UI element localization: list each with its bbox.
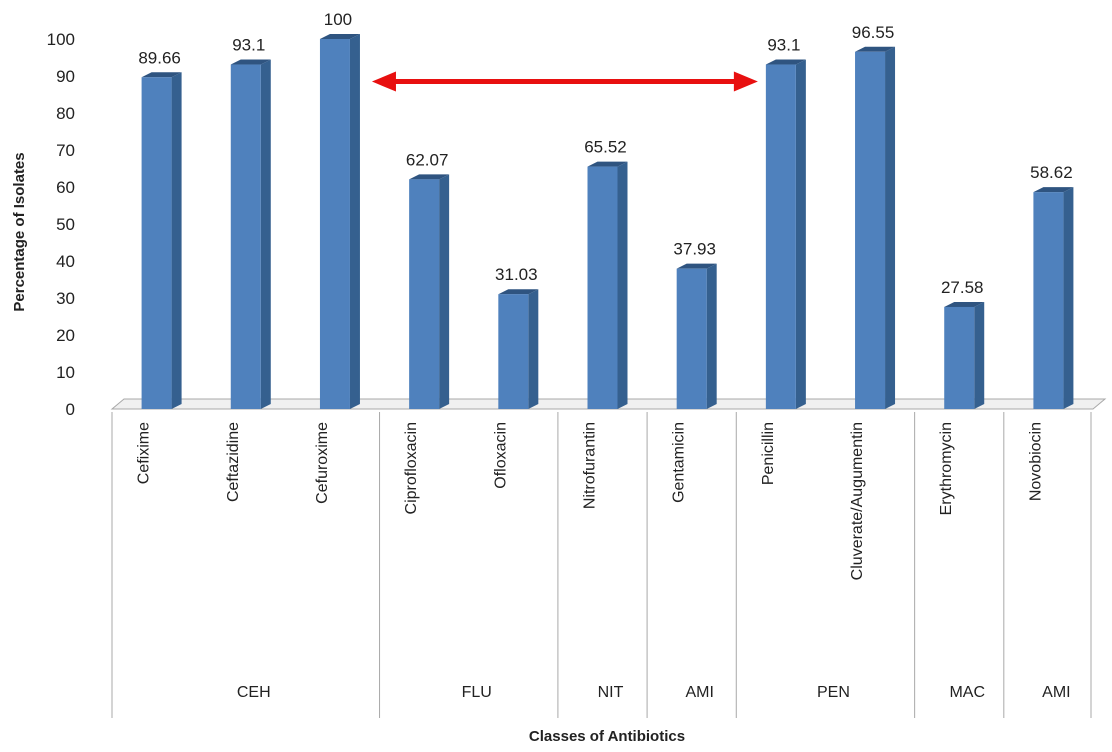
bar (409, 179, 440, 409)
category-label: Ceftazidine (225, 422, 242, 502)
bar (141, 77, 172, 410)
y-tick-label: 90 (56, 67, 75, 86)
bar (765, 64, 796, 409)
class-label: CEH (237, 684, 271, 701)
category-label: Ofloxacin (492, 422, 509, 489)
class-label: FLU (462, 684, 492, 701)
bar-side (706, 263, 717, 409)
bar (319, 39, 350, 409)
y-tick-label: 30 (56, 289, 75, 308)
class-label: AMI (685, 684, 713, 701)
data-label: 37.93 (673, 240, 716, 259)
class-label: NIT (598, 684, 624, 701)
bar-side (349, 34, 360, 409)
bar-top (319, 34, 360, 39)
bars (141, 34, 1074, 410)
bar-side (1063, 187, 1074, 409)
class-label: PEN (817, 684, 850, 701)
data-label: 93.1 (767, 36, 800, 55)
bar-top (230, 59, 271, 65)
bar-top (855, 46, 896, 52)
bar-top (1033, 187, 1074, 193)
bar-top (765, 59, 806, 65)
bar-side (171, 72, 182, 410)
y-tick-label: 0 (66, 400, 75, 419)
category-label: Erythromycin (938, 422, 955, 515)
bar-side (974, 301, 985, 409)
bar-top (498, 289, 539, 295)
bar-side (885, 46, 896, 409)
data-label: 89.66 (138, 48, 181, 67)
arrow-head-left (371, 71, 396, 92)
bar (944, 306, 975, 409)
data-label: 27.58 (941, 278, 984, 297)
class-label: AMI (1042, 684, 1070, 701)
category-label: Penicillin (760, 422, 777, 485)
y-tick-label: 20 (56, 326, 75, 345)
bar-top (944, 301, 985, 307)
category-label: Ciprofloxacin (403, 422, 420, 514)
bar-top (676, 263, 717, 269)
bar-side (617, 161, 628, 409)
y-tick-labels: 0 10 20 30 40 50 60 70 80 90 100 (47, 30, 75, 419)
bar-side (439, 174, 450, 409)
bar-top (409, 174, 450, 180)
bar (855, 51, 886, 409)
arrow-head-right (733, 71, 758, 92)
category-label: Nitrofurantin (582, 422, 599, 509)
y-tick-label: 10 (56, 363, 75, 382)
bar-side (260, 59, 271, 409)
bar-side (795, 59, 806, 409)
data-label: 65.52 (584, 138, 627, 157)
y-tick-label: 80 (56, 104, 75, 123)
y-axis-title: Percentage of Isolates (11, 152, 28, 311)
bar (1033, 192, 1064, 409)
bar-top (141, 72, 182, 78)
y-tick-label: 100 (47, 30, 75, 49)
data-labels: 89.66 93.1 100 62.07 31.03 65.52 37.93 93.1 96.5… (138, 10, 1072, 297)
bar (498, 294, 529, 409)
data-label: 93.1 (232, 36, 265, 55)
category-label: Cefixime (136, 422, 153, 484)
y-tick-label: 60 (56, 178, 75, 197)
data-label: 62.07 (406, 150, 449, 169)
data-label: 100 (324, 10, 352, 29)
bar (230, 64, 261, 409)
category-label: Gentamicin (671, 422, 688, 503)
x-axis-title: Classes of Antibiotics (529, 728, 685, 745)
category-label: Cefuroxime (314, 422, 331, 504)
data-label: 31.03 (495, 265, 538, 284)
category-label: Novobiocin (1027, 422, 1044, 501)
y-tick-label: 50 (56, 215, 75, 234)
bar (587, 166, 618, 409)
annotation-arrow (371, 71, 758, 92)
x-category-table: CEH FLU NIT AMI PEN MAC AMI Cefixime Ceftazidine… (111, 412, 1092, 718)
category-label: Cluverate/Augumentin (849, 422, 866, 580)
bar (676, 268, 707, 409)
class-label: MAC (949, 684, 985, 701)
data-label: 96.55 (852, 23, 895, 42)
y-tick-label: 70 (56, 141, 75, 160)
y-tick-label: 40 (56, 252, 75, 271)
data-label: 58.62 (1030, 163, 1073, 182)
bar-top (587, 161, 628, 167)
bar-side (528, 289, 539, 409)
